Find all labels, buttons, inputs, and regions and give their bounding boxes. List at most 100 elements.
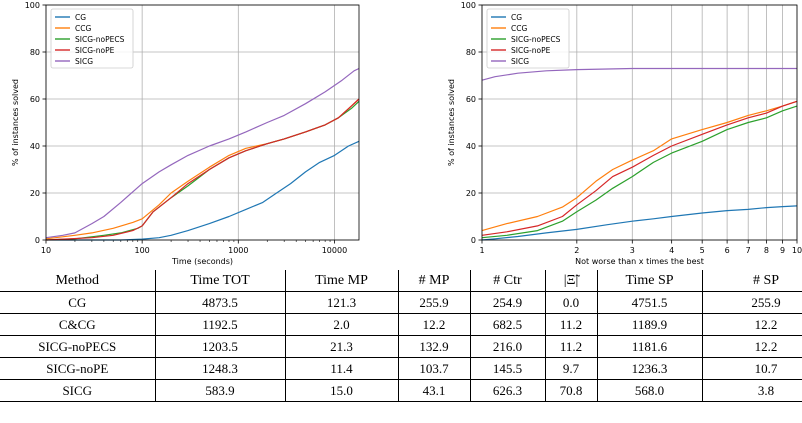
table-cell: 12.2: [701, 313, 802, 336]
table-cell: 15.0: [284, 379, 399, 402]
table-cell: 12.2: [701, 335, 802, 358]
table-header-cell: Time SP: [596, 270, 703, 292]
x-tick-label: 1: [479, 246, 484, 255]
chart-time-profile: 10 100 1000 10000 0 20 40 60 80 100 Time (seconds)…: [11, 1, 360, 266]
x-tick-label: 9: [780, 246, 785, 255]
plot-frame: [45, 4, 360, 241]
y-tick-label: 20: [30, 189, 40, 198]
series-line-sicg: [481, 67, 797, 81]
table-cell: 12.2: [397, 313, 471, 336]
y-tick-label: 80: [466, 48, 476, 57]
legend-label: SICG-noPE: [75, 46, 115, 55]
series-line-ccg: [481, 100, 798, 232]
table-header-cell: Time TOT: [154, 270, 286, 292]
y-tick-label: 20: [466, 189, 476, 198]
legend-label: CCG: [75, 24, 91, 33]
x-tick-label: 2: [574, 246, 579, 255]
series-line-cg: [481, 205, 798, 241]
table-cell: CG: [0, 291, 156, 314]
x-tick-label: 6: [725, 246, 730, 255]
y-tick-label: 80: [30, 48, 40, 57]
table-cell: 132.9: [397, 335, 471, 358]
table-cell: 3.8: [701, 379, 802, 402]
table-cell: C&CG: [0, 313, 156, 336]
table-cell: 583.9: [154, 379, 286, 402]
x-tick-label: 10: [792, 246, 802, 255]
series-line-sicg-nope: [45, 98, 360, 241]
x-axis-label: Not worse than x times the best: [575, 257, 704, 266]
table-cell: 10.7: [701, 357, 802, 380]
y-tick-label: 60: [30, 95, 40, 104]
x-tick-label: 8: [764, 246, 769, 255]
table-cell: SICG-noPE: [0, 357, 156, 380]
table-header-cell: # SP: [701, 270, 802, 292]
legend-box: [486, 8, 570, 69]
x-axis-label: Time (seconds): [171, 257, 233, 266]
table-header-cell: Time MP: [284, 270, 399, 292]
x-tick-label: 10: [41, 246, 51, 255]
table-row: SICG-noPE 1248.3 11.4 103.7 145.5 9.7 1236.3 10…: [0, 357, 802, 380]
table-cell: 4873.5: [154, 291, 286, 314]
legend-label: SICG: [511, 57, 529, 66]
table-header-cell: # Ctr: [469, 270, 546, 292]
table-cell: 43.1: [397, 379, 471, 402]
table-cell: 11.2: [544, 335, 598, 358]
table-cell: 255.9: [397, 291, 471, 314]
table-cell: 682.5: [469, 313, 546, 336]
table-row: CG 4873.5 121.3 255.9 254.9 0.0 4751.5 255.9: [0, 291, 802, 314]
y-axis-label: % of instances solved: [447, 79, 456, 166]
table-cell: 4751.5: [596, 291, 703, 314]
x-tick-label: 7: [746, 246, 751, 255]
y-tick-label: 0: [471, 236, 476, 245]
table-cell: 255.9: [701, 291, 802, 314]
table-cell: 11.4: [284, 357, 399, 380]
series-line-sicg-nope: [481, 100, 798, 236]
x-tick-label: 100: [135, 246, 150, 255]
legend-box: [50, 8, 134, 69]
y-tick-label: 100: [25, 1, 40, 10]
table-cell: 0.0: [544, 291, 598, 314]
table-header-cell: Method: [0, 270, 156, 292]
series-line-sicg-nopecs: [45, 100, 360, 241]
legend-label: SICG: [75, 57, 93, 66]
y-axis-label: % of instances solved: [11, 79, 20, 166]
table-cell: 1181.6: [596, 335, 703, 358]
table-cell: 1192.5: [154, 313, 286, 336]
y-tick-label: 40: [466, 142, 476, 151]
table-header-cell: |Ξ̃|: [544, 270, 598, 292]
table-cell: 1203.5: [154, 335, 286, 358]
y-tick-label: 40: [30, 142, 40, 151]
table-cell: 1189.9: [596, 313, 703, 336]
table-row: SICG 583.9 15.0 43.1 626.3 70.8 568.0 3.8: [0, 379, 802, 402]
table-header-row: Method Time TOT Time MP # MP # Ctr |Ξ̃| Time S…: [0, 270, 802, 292]
y-tick-label: 60: [466, 95, 476, 104]
legend-label: SICG-noPE: [511, 46, 551, 55]
legend-label: SICG-noPECS: [511, 35, 561, 44]
x-tick-label: 3: [630, 246, 635, 255]
table-cell: 2.0: [284, 313, 399, 336]
table-cell: SICG-noPECS: [0, 335, 156, 358]
legend-label: CCG: [511, 24, 527, 33]
table-cell: 103.7: [397, 357, 471, 380]
x-tick-label: 1000: [228, 246, 248, 255]
y-tick-label: 0: [35, 236, 40, 245]
plot-frame: [481, 4, 798, 241]
table-cell: 568.0: [596, 379, 703, 402]
table-cell: 145.5: [469, 357, 546, 380]
x-tick-label: 4: [669, 246, 674, 255]
legend-label: SICG-noPECS: [75, 35, 125, 44]
legend-label: CG: [511, 13, 522, 22]
x-tick-label: 10000: [322, 246, 347, 255]
table-row: C&CG 1192.5 2.0 12.2 682.5 11.2 1189.9 12.2: [0, 313, 802, 336]
series-line-cg: [46, 140, 360, 241]
series-line-sicg: [45, 67, 360, 239]
x-tick-label: 5: [700, 246, 705, 255]
table-body: CG 4873.5 121.3 255.9 254.9 0.0 4751.5 255.9 C&C…: [0, 291, 802, 402]
series-line-sicg-nopecs: [481, 105, 798, 239]
table-cell: 216.0: [469, 335, 546, 358]
table-cell: 70.8: [544, 379, 598, 402]
table-cell: SICG: [0, 379, 156, 402]
table-cell: 1236.3: [596, 357, 703, 380]
